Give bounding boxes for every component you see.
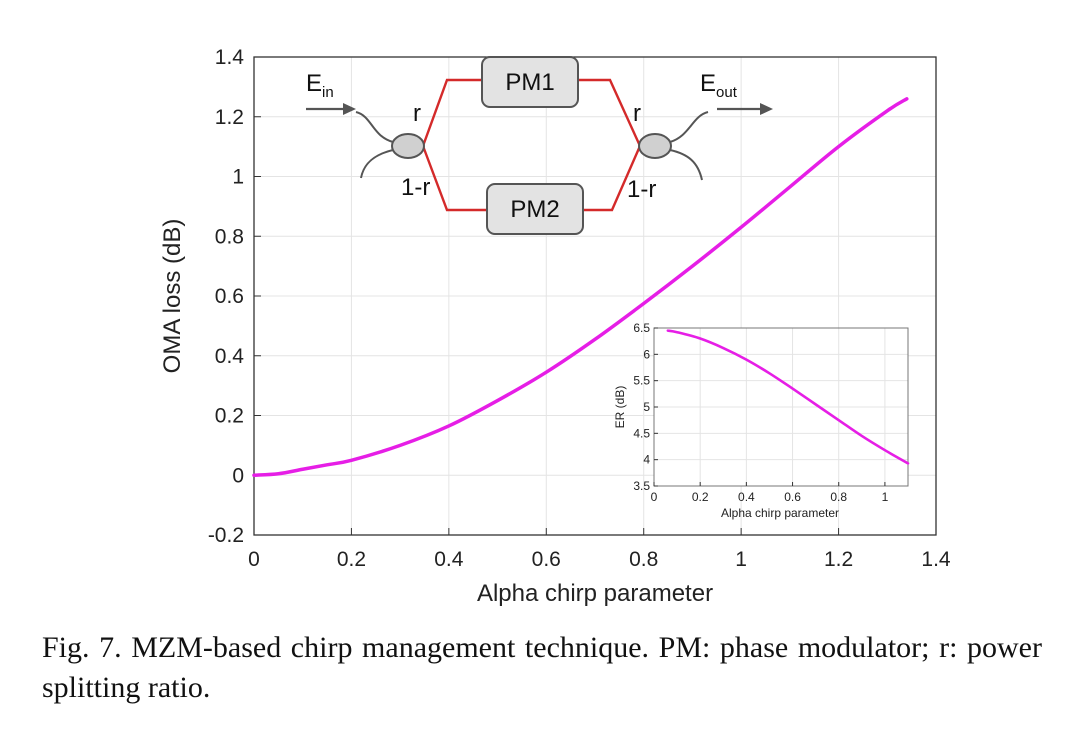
y-tick-label: 0.4 [215,345,245,368]
y-tick-label: 1.4 [215,46,245,69]
main-y-axis-label: OMA loss (dB) [159,219,186,374]
inset-x-ticks: 0 0.2 0.4 0.6 0.8 1 [651,482,889,504]
y-tick-label: 6 [643,347,650,361]
y-tick-label: 1.2 [215,106,244,129]
input-field-label: Ein [306,70,334,101]
er-line [666,329,910,465]
left-top-ratio: r [413,100,421,127]
pm2-label: PM2 [510,196,559,223]
output-arrow [717,103,773,115]
x-tick-label: 0.4 [738,490,755,504]
pm1-label: PM1 [505,69,554,96]
x-tick-label: 0.6 [532,548,561,571]
figure-caption: Fig. 7. MZM-based chirp management techn… [42,631,1042,704]
main-plot: 0 0.2 0.4 0.6 0.8 1 1.2 1.4 -0.200.20.40.60.811… [159,46,951,607]
left-coupler [391,133,425,159]
figure: 0 0.2 0.4 0.6 0.8 1 1.2 1.4 -0.200.20.40.60.811… [159,46,951,607]
pm1-box: PM1 [481,56,579,108]
y-tick-label: -0.2 [208,524,244,547]
main-y-ticks: -0.2 0 0.2 0.4 0.6 0.8 1 1.2 1.4 [208,46,261,547]
inset-plot: 0 0.2 0.4 0.6 0.8 1 3.5 4 4.5 5 5.5 6 6.5 Alpha chi… [613,321,910,520]
x-tick-label: 0 [248,548,260,571]
left-coupler-fibers [355,111,394,179]
y-tick-label: 1 [232,166,244,189]
left-bottom-ratio: 1-r [401,174,430,201]
x-tick-label: 1.4 [921,548,951,571]
x-tick-label: 0.4 [434,548,464,571]
x-tick-label: 0.2 [337,548,366,571]
y-tick-label: 6.5 [633,321,650,335]
x-tick-label: 1.2 [824,548,853,571]
pm2-box: PM2 [486,183,584,235]
inset-x-axis-label: Alpha chirp parameter [721,506,839,520]
main-x-axis-label: Alpha chirp parameter [477,580,713,607]
y-tick-label: 0.6 [215,285,244,308]
oma-loss-line [252,97,909,477]
x-tick-label: 0 [651,490,658,504]
y-tick-label: 4 [643,453,650,467]
y-tick-label: 3.5 [633,479,650,493]
right-bottom-ratio: 1-r [627,176,656,203]
x-tick-label: 0.6 [784,490,801,504]
mzm-arms [421,78,642,212]
input-arrow [306,103,356,115]
right-coupler-fibers [669,111,709,181]
y-tick-label: 5 [643,400,650,414]
y-tick-label: 0.8 [215,225,244,248]
main-x-ticks: 0 0.2 0.4 0.6 0.8 1 1.2 1.4 [248,528,951,571]
y-tick-label: 5.5 [633,374,650,388]
x-tick-label: 1 [882,490,889,504]
right-coupler [638,133,672,159]
y-tick-label: 0.2 [215,405,244,428]
inset-y-axis-label: ER (dB) [613,386,627,429]
x-tick-label: 0.8 [629,548,658,571]
mzm-diagram: Ein Eout [306,56,773,235]
x-tick-label: 0.2 [692,490,709,504]
y-tick-label: 4.5 [633,426,650,440]
output-field-label: Eout [700,70,738,101]
x-tick-label: 1 [735,548,747,571]
y-tick-label: 0 [232,464,244,487]
x-tick-label: 0.8 [830,490,847,504]
inset-y-ticks: 3.5 4 4.5 5 5.5 6 6.5 [633,321,658,493]
right-top-ratio: r [633,100,641,127]
